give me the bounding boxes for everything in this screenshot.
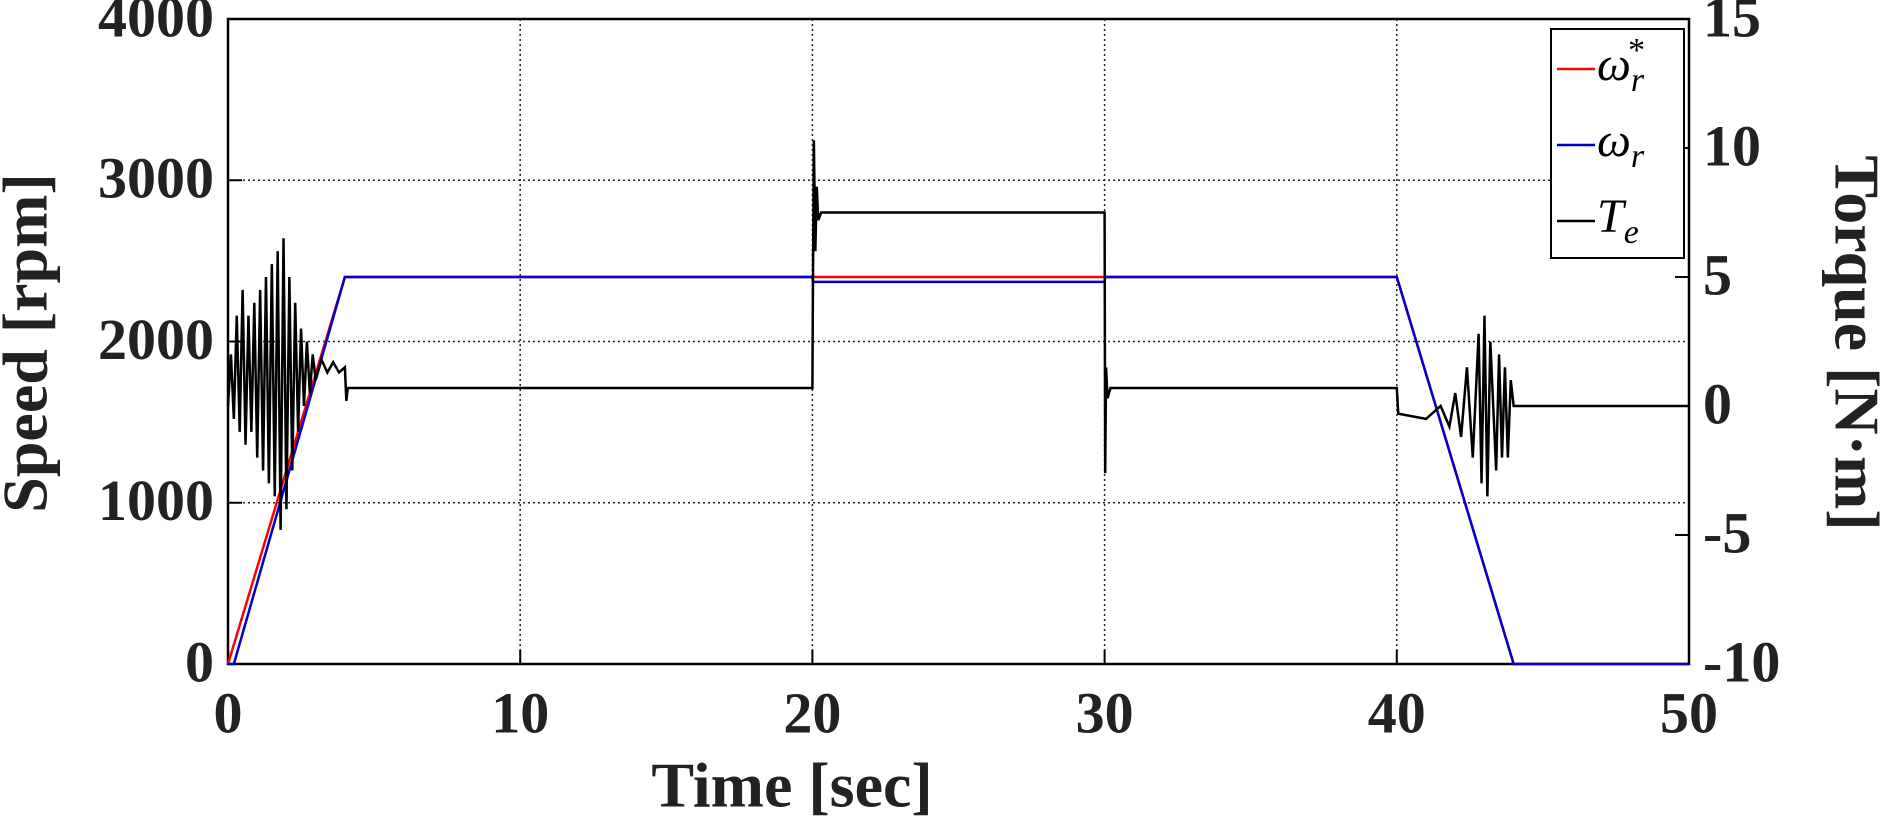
y-axis-label: Speed [rpm] [0, 173, 61, 513]
y-tick-label: 1000 [98, 468, 214, 533]
legend-label: ωr [1597, 114, 1645, 175]
x-tick-label: 20 [783, 680, 841, 745]
line-series [226, 140, 1689, 530]
y-tick-label: 4000 [98, 0, 214, 49]
y-tick-label: 0 [185, 629, 214, 694]
x-tick-label: 30 [1076, 680, 1134, 745]
legend-label: Te [1597, 190, 1639, 251]
legend-label: ωr* [1597, 32, 1645, 99]
y2-tick-label: 15 [1703, 0, 1761, 49]
y2-axis-label: Torque [N·m] [1821, 155, 1890, 530]
line-series [226, 275, 1689, 666]
y-tick-label: 3000 [98, 146, 214, 211]
y2-tick-label: 5 [1703, 242, 1732, 307]
y2-tick-label: -5 [1703, 500, 1751, 565]
plot-frame [226, 17, 1691, 666]
y2-tick-label: 10 [1703, 113, 1761, 178]
x-tick-label: 50 [1660, 680, 1718, 745]
y2-tick-label: 0 [1703, 371, 1732, 436]
line-series [228, 275, 1689, 666]
x-tick-label: 40 [1368, 680, 1426, 745]
x-tick-label: 0 [214, 680, 243, 745]
y2-tick-label: -10 [1703, 629, 1780, 694]
y-tick-label: 2000 [98, 307, 214, 372]
x-axis-label: Time [sec] [651, 750, 932, 821]
x-tick-label: 10 [491, 680, 549, 745]
